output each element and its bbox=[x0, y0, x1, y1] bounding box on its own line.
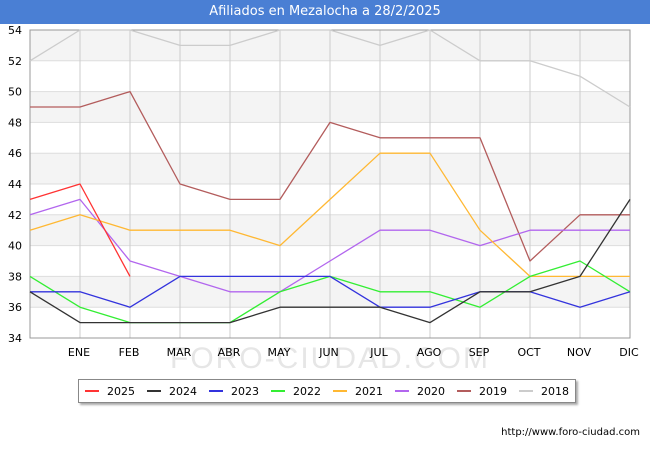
source-link[interactable]: http://www.foro-ciudad.com bbox=[501, 427, 640, 438]
legend-label: 2020 bbox=[417, 384, 445, 398]
watermark: FORO-CIUDAD.COM bbox=[170, 342, 490, 375]
grid bbox=[29, 29, 631, 339]
x-tick-label: JUL bbox=[369, 346, 388, 359]
y-tick-label: 44 bbox=[8, 178, 22, 191]
legend-item-2025: 2025 bbox=[85, 385, 135, 398]
y-tick-label: 34 bbox=[8, 332, 22, 345]
legend-label: 2018 bbox=[541, 384, 569, 398]
x-tick-label: MAY bbox=[268, 346, 291, 359]
y-tick-label: 48 bbox=[8, 116, 22, 129]
y-tick-label: 38 bbox=[8, 270, 22, 283]
series-line-2019 bbox=[30, 90, 630, 262]
y-tick-label: 54 bbox=[8, 24, 22, 37]
legend-swatch bbox=[147, 390, 161, 392]
y-tick-label: 42 bbox=[8, 209, 22, 222]
legend-item-2023: 2023 bbox=[209, 385, 259, 398]
series-line-2025 bbox=[29, 183, 131, 277]
legend-swatch bbox=[395, 390, 409, 392]
x-tick-label: OCT bbox=[517, 346, 540, 359]
legend-item-2018: 2018 bbox=[519, 385, 569, 398]
chart-title: Afiliados en Mezalocha a 28/2/2025 bbox=[0, 0, 650, 24]
x-tick-label: DIC bbox=[619, 346, 639, 359]
y-tick-label: 36 bbox=[8, 301, 22, 314]
series-line-2020 bbox=[29, 198, 630, 293]
legend-label: 2019 bbox=[479, 384, 507, 398]
legend-item-2022: 2022 bbox=[271, 385, 321, 398]
x-tick-label: NOV bbox=[567, 346, 592, 359]
legend-label: 2023 bbox=[231, 384, 259, 398]
y-tick-label: 46 bbox=[8, 147, 22, 160]
y-tick-label: 52 bbox=[8, 55, 22, 68]
legend-item-2019: 2019 bbox=[457, 385, 507, 398]
legend: 2025 2024 2023 2022 2021 2020 2019 2018 bbox=[78, 379, 576, 403]
legend-item-2020: 2020 bbox=[395, 385, 445, 398]
legend-swatch bbox=[457, 390, 471, 392]
x-tick-label: MAR bbox=[167, 346, 192, 359]
y-tick-label: 50 bbox=[8, 86, 22, 99]
legend-label: 2021 bbox=[355, 384, 383, 398]
x-tick-label: SEP bbox=[469, 346, 490, 359]
series-line-2024 bbox=[29, 199, 631, 324]
x-tick-label: JUN bbox=[318, 346, 339, 359]
legend-swatch bbox=[333, 390, 347, 392]
legend-label: 2022 bbox=[293, 384, 321, 398]
legend-label: 2024 bbox=[169, 384, 197, 398]
x-tick-label: AGO bbox=[417, 346, 442, 359]
legend-item-2024: 2024 bbox=[147, 385, 197, 398]
legend-swatch bbox=[271, 390, 285, 392]
legend-item-2021: 2021 bbox=[333, 385, 383, 398]
series-line-2018 bbox=[29, 29, 631, 108]
x-tick-label: ABR bbox=[218, 346, 241, 359]
series-lines bbox=[29, 29, 631, 324]
x-tick-label: ENE bbox=[68, 346, 90, 359]
y-tick-label: 40 bbox=[8, 240, 22, 253]
x-tick-label: FEB bbox=[119, 346, 140, 359]
y-tick-labels: 34 36 38 40 42 44 46 48 50 52 54 bbox=[8, 24, 22, 345]
legend-label: 2025 bbox=[107, 384, 135, 398]
x-tick-labels: ENE FEB MAR ABR MAY JUN JUL AGO SEP OCT NOV DIC bbox=[68, 346, 639, 359]
legend-swatch bbox=[85, 390, 99, 392]
legend-swatch bbox=[519, 390, 533, 392]
legend-swatch bbox=[209, 390, 223, 392]
